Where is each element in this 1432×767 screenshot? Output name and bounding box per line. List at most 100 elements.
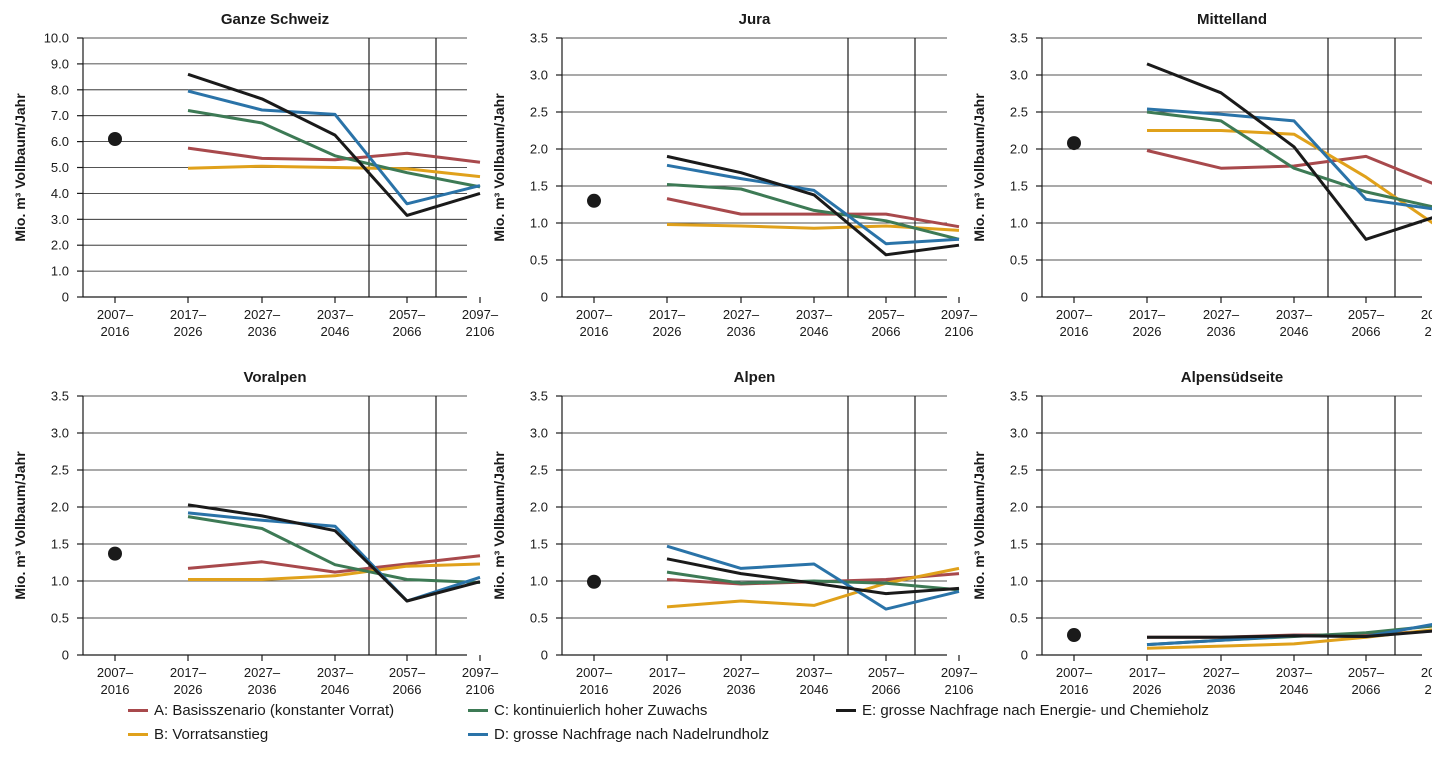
x-tick-label: 2037– xyxy=(317,307,354,322)
y-tick-label: 1.5 xyxy=(530,537,548,552)
legend-item-b: B: Vorratsanstieg xyxy=(128,726,268,743)
x-tick-label: 2097– xyxy=(1421,307,1432,322)
series-line-b xyxy=(666,566,960,609)
y-tick-label: 2.0 xyxy=(51,500,69,515)
y-axis-label: Mio. m³ Vollbaum/Jahr xyxy=(491,93,507,242)
x-tick-label: 2066 xyxy=(872,324,901,339)
x-tick-label: 2066 xyxy=(393,324,422,339)
y-axis-label: Mio. m³ Vollbaum/Jahr xyxy=(491,451,507,600)
x-tick-label: 2016 xyxy=(580,682,609,697)
series-line-c xyxy=(666,570,960,592)
legend-item-d: D: grosse Nachfrage nach Nadelrundholz xyxy=(468,726,769,743)
x-tick-label: 2027– xyxy=(1203,307,1240,322)
series-line-e xyxy=(1147,629,1432,639)
y-tick-label: 0.5 xyxy=(1010,253,1028,268)
panel-title: Voralpen xyxy=(243,369,306,386)
y-tick-label: 0.5 xyxy=(530,611,548,626)
y-tick-label: 1.0 xyxy=(1010,216,1028,231)
series-line-b xyxy=(188,562,481,581)
x-tick-label: 2106 xyxy=(1425,324,1432,339)
panel-title: Ganze Schweiz xyxy=(221,11,329,28)
y-tick-label: 8.0 xyxy=(51,82,69,97)
legend-item-c: C: kontinuierlich hoher Zuwachs xyxy=(468,702,707,719)
panel-jura: 0 0.5 1.0 1.5 2.0 2.5 3.0 3.5 2007– 2016 2017– 2026… xyxy=(491,11,978,339)
panel-title: Alpen xyxy=(734,369,776,386)
x-tick-label: 2057– xyxy=(868,665,905,680)
y-tick-label: 3.5 xyxy=(1010,389,1028,404)
y-tick-label: 2.5 xyxy=(51,463,69,478)
y-tick-label: 1.5 xyxy=(530,179,548,194)
series-line-e xyxy=(1146,62,1432,241)
x-tick-label: 2007– xyxy=(1056,307,1093,322)
y-tick-label: 0 xyxy=(62,648,69,663)
x-tick-label: 2027– xyxy=(244,665,281,680)
panel-mittelland: 0 0.5 1.0 1.5 2.0 2.5 3.0 3.5 2007– 2016 2017– 2026… xyxy=(971,11,1432,339)
x-tick-label: 2026 xyxy=(653,324,682,339)
x-tick-label: 2036 xyxy=(727,324,756,339)
series-line-e xyxy=(187,503,481,603)
y-tick-label: 1.0 xyxy=(1010,574,1028,589)
x-tick-label: 2026 xyxy=(1133,324,1162,339)
x-tick-label: 2036 xyxy=(248,682,277,697)
y-tick-label: 0 xyxy=(62,290,69,305)
y-tick-label: 1.5 xyxy=(1010,179,1028,194)
x-tick-label: 2017– xyxy=(1129,307,1166,322)
series-line-a xyxy=(666,197,960,229)
y-tick-label: 3.0 xyxy=(530,68,548,83)
panel-alpen: 0 0.5 1.0 1.5 2.0 2.5 3.0 3.5 2007– 2016 2017– 2026… xyxy=(491,369,978,697)
legend-swatch-b xyxy=(128,733,148,736)
y-tick-label: 1.0 xyxy=(51,574,69,589)
y-tick-label: 3.0 xyxy=(530,426,548,441)
x-tick-label: 2007– xyxy=(576,307,613,322)
legend-swatch-c xyxy=(468,709,488,712)
baseline-point xyxy=(1067,628,1081,643)
series-line-a xyxy=(1146,149,1432,185)
x-tick-label: 2037– xyxy=(796,307,833,322)
x-tick-label: 2007– xyxy=(576,665,613,680)
y-tick-label: 2.0 xyxy=(530,142,548,157)
baseline-point xyxy=(1067,136,1081,151)
y-tick-label: 2.0 xyxy=(530,500,548,515)
x-tick-label: 2037– xyxy=(317,665,354,680)
series-line-d xyxy=(666,544,960,611)
legend-label-c: C: kontinuierlich hoher Zuwachs xyxy=(494,702,708,719)
x-tick-label: 2057– xyxy=(1348,665,1385,680)
series-line-c xyxy=(187,515,481,584)
x-tick-label: 2066 xyxy=(872,682,901,697)
x-tick-label: 2017– xyxy=(170,307,207,322)
x-tick-label: 2007– xyxy=(97,665,134,680)
y-axis-label: Mio. m³ Vollbaum/Jahr xyxy=(12,93,28,242)
y-axis-label: Mio. m³ Vollbaum/Jahr xyxy=(971,451,987,600)
y-tick-label: 2.0 xyxy=(1010,500,1028,515)
panel-title: Mittelland xyxy=(1197,11,1267,28)
x-tick-label: 2097– xyxy=(462,665,499,680)
series-line-e xyxy=(666,154,960,257)
x-tick-label: 2046 xyxy=(321,324,350,339)
baseline-point xyxy=(108,132,122,147)
x-tick-label: 2046 xyxy=(1280,324,1309,339)
legend-swatch-e xyxy=(836,709,856,712)
series-line-e xyxy=(187,72,481,217)
series-line-c xyxy=(1146,110,1432,209)
legend-item-a: A: Basisszenario (konstanter Vorrat) xyxy=(128,702,394,719)
x-tick-label: 2017– xyxy=(649,665,686,680)
y-tick-label: 0.5 xyxy=(51,611,69,626)
series-line-a xyxy=(187,554,481,574)
series-line-b xyxy=(187,164,481,179)
x-tick-label: 2097– xyxy=(941,307,978,322)
x-tick-label: 2027– xyxy=(244,307,281,322)
x-tick-label: 2017– xyxy=(170,665,207,680)
series-line-d xyxy=(666,163,960,246)
x-tick-label: 2026 xyxy=(174,682,203,697)
y-tick-label: 9.0 xyxy=(51,56,69,71)
x-tick-label: 2057– xyxy=(868,307,905,322)
x-tick-label: 2066 xyxy=(393,682,422,697)
x-tick-label: 2037– xyxy=(1276,665,1313,680)
legend-label-a: A: Basisszenario (konstanter Vorrat) xyxy=(154,702,395,719)
y-axis-label: Mio. m³ Vollbaum/Jahr xyxy=(971,93,987,242)
x-tick-label: 2066 xyxy=(1352,324,1381,339)
x-tick-label: 2097– xyxy=(1421,665,1432,680)
series-line-d xyxy=(1146,107,1432,211)
panel-voralpen: 0 0.5 1.0 1.5 2.0 2.5 3.0 3.5 2007– 2016 2017– 2026… xyxy=(12,369,499,697)
baseline-point xyxy=(587,574,601,589)
